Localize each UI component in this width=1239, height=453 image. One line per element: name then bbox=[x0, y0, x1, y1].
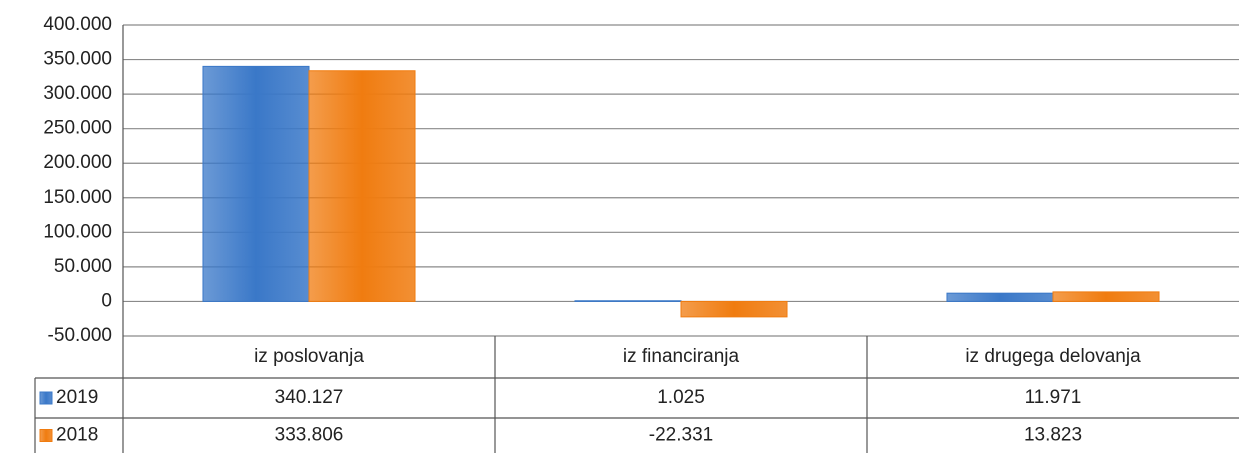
legend-label: 2019 bbox=[56, 387, 98, 408]
legend-swatch bbox=[39, 391, 53, 405]
legend-label: 2018 bbox=[56, 425, 98, 446]
x-tick-label: iz financiranja bbox=[623, 346, 740, 367]
x-tick-label: iz poslovanja bbox=[254, 346, 364, 367]
bar bbox=[1052, 291, 1160, 302]
data-label: 333.806 bbox=[275, 425, 344, 446]
data-label: 11.971 bbox=[1025, 387, 1082, 408]
y-tick-label: 150.000 bbox=[43, 187, 112, 208]
x-tick-label: iz drugega delovanja bbox=[965, 346, 1141, 367]
y-tick-label: 250.000 bbox=[43, 118, 112, 139]
data-label: 1.025 bbox=[657, 387, 705, 408]
y-tick-label: 100.000 bbox=[43, 221, 112, 242]
data-label: -22.331 bbox=[649, 425, 713, 446]
y-tick-label: 300.000 bbox=[43, 83, 112, 104]
bar bbox=[308, 70, 416, 302]
y-tick-label: 400.000 bbox=[43, 14, 112, 35]
bar bbox=[946, 292, 1054, 302]
bar bbox=[680, 300, 788, 318]
y-tick-label: -50.000 bbox=[48, 325, 112, 346]
y-tick-label: 50.000 bbox=[54, 256, 112, 277]
bar bbox=[202, 65, 310, 302]
data-label: 13.823 bbox=[1024, 425, 1082, 446]
data-label: 340.127 bbox=[275, 387, 344, 408]
legend-swatch bbox=[39, 429, 53, 442]
y-tick-label: 200.000 bbox=[43, 152, 112, 173]
y-tick-label: 350.000 bbox=[43, 49, 112, 70]
bar bbox=[574, 300, 682, 302]
y-tick-label: 0 bbox=[101, 290, 112, 311]
